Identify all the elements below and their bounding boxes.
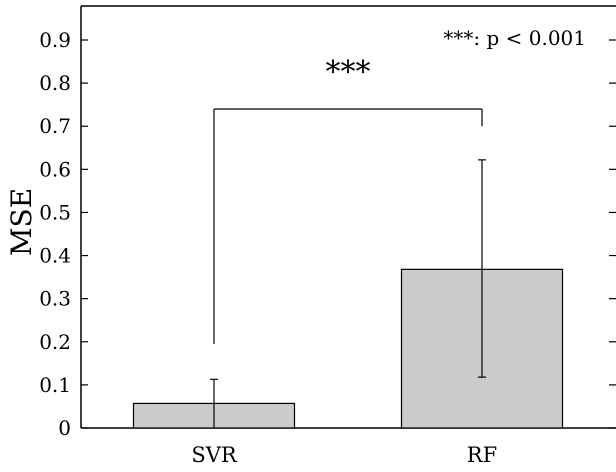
x-tick-label-rf: RF	[467, 443, 497, 467]
y-tick-label: 0.4	[39, 244, 71, 268]
axes: 0 0.1 0.2 0.3 0.4 0.5 0.6 0.7 0.8 0.9 SVR RF	[39, 5, 616, 467]
significance-note: ***: p < 0.001	[443, 26, 586, 50]
y-tick-label: 0.7	[39, 114, 71, 138]
y-tick-label: 0.8	[39, 71, 71, 95]
y-tick-label: 0.6	[39, 157, 71, 181]
y-tick-label: 0	[58, 416, 71, 440]
error-bars	[210, 159, 486, 428]
significance-label: ***	[326, 55, 371, 90]
y-tick-label: 0.3	[39, 287, 71, 311]
y-axis-label: MSE	[5, 188, 38, 256]
significance-bracket	[213, 108, 483, 344]
y-tick-label: 0.9	[39, 28, 71, 52]
y-tick-label: 0.2	[39, 330, 71, 354]
y-tick-label: 0.1	[39, 373, 71, 397]
x-tick-label-svr: SVR	[191, 443, 238, 467]
y-tick-label: 0.5	[39, 200, 71, 224]
bars	[132, 268, 564, 429]
